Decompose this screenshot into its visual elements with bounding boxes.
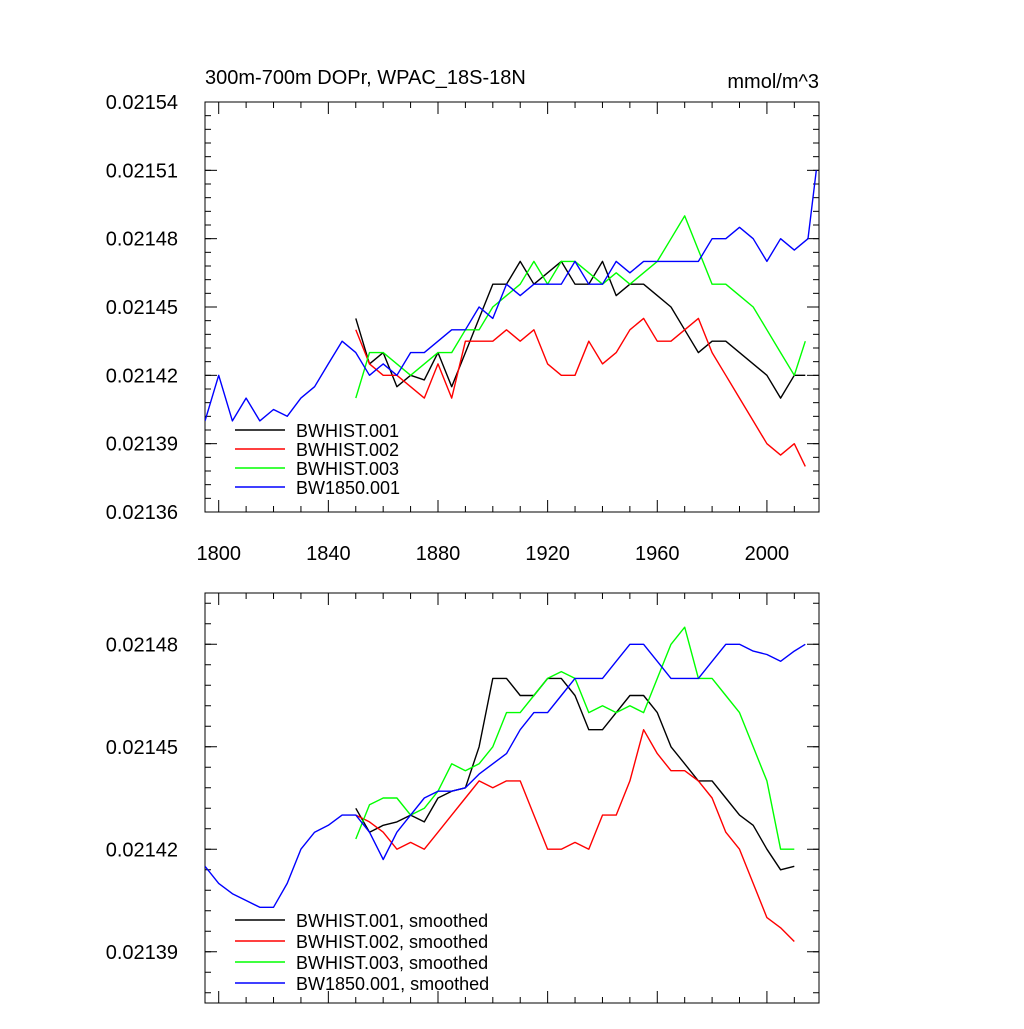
- y-tick-label: 0.02154: [106, 92, 178, 114]
- y-tick-label: 0.02145: [106, 297, 178, 319]
- series-line-2: [355, 729, 795, 942]
- units-label: mmol/m^3: [727, 71, 819, 93]
- y-tick-label: 0.02148: [106, 634, 178, 656]
- x-tick-label: 1920: [525, 543, 570, 565]
- x-tick-label: 2000: [745, 543, 790, 565]
- y-tick-label: 0.02142: [106, 839, 178, 861]
- legend-label: BWHIST.003: [296, 459, 399, 479]
- y-tick-label: 0.02148: [106, 229, 178, 251]
- series-line-4: [205, 170, 817, 422]
- y-tick-label: 0.02139: [106, 942, 178, 964]
- y-tick-label: 0.02145: [106, 737, 178, 759]
- bottom-panel: 0.02139 0.02142 0.02145 0.02148 BWHIST.001, …: [106, 592, 820, 1004]
- legend-label: BW1850.001: [296, 478, 400, 498]
- legend-label: BWHIST.003, smoothed: [296, 953, 488, 973]
- legend-label: BWHIST.001: [296, 421, 399, 441]
- y-tick-label: 0.02139: [106, 434, 178, 456]
- legend-label: BWHIST.001, smoothed: [296, 911, 488, 931]
- series-line-1: [355, 677, 795, 871]
- y-tick-label: 0.02136: [106, 502, 178, 524]
- y-tick-label: 0.02151: [106, 160, 178, 182]
- legend-label: BWHIST.002, smoothed: [296, 932, 488, 952]
- chart-title: 300m-700m DOPr, WPAC_18S-18N: [205, 67, 526, 89]
- series-line-4: [205, 643, 806, 908]
- series-line-3: [355, 626, 795, 850]
- series-line-3: [355, 215, 806, 399]
- legend-label: BW1850.001, smoothed: [296, 974, 489, 994]
- series-line-1: [355, 260, 806, 399]
- legend-label: BWHIST.002: [296, 440, 399, 460]
- y-tick-label: 0.02142: [106, 365, 178, 387]
- x-tick-label: 1960: [635, 543, 680, 565]
- plot-frame: [204, 592, 820, 1004]
- series-line-2: [355, 317, 806, 467]
- top-panel: 0.02136 0.02139 0.02142 0.02145 0.02148 0.021…: [106, 67, 820, 565]
- x-tick-label: 1840: [306, 543, 351, 565]
- x-tick-label: 1800: [196, 543, 241, 565]
- x-tick-label: 1880: [416, 543, 461, 565]
